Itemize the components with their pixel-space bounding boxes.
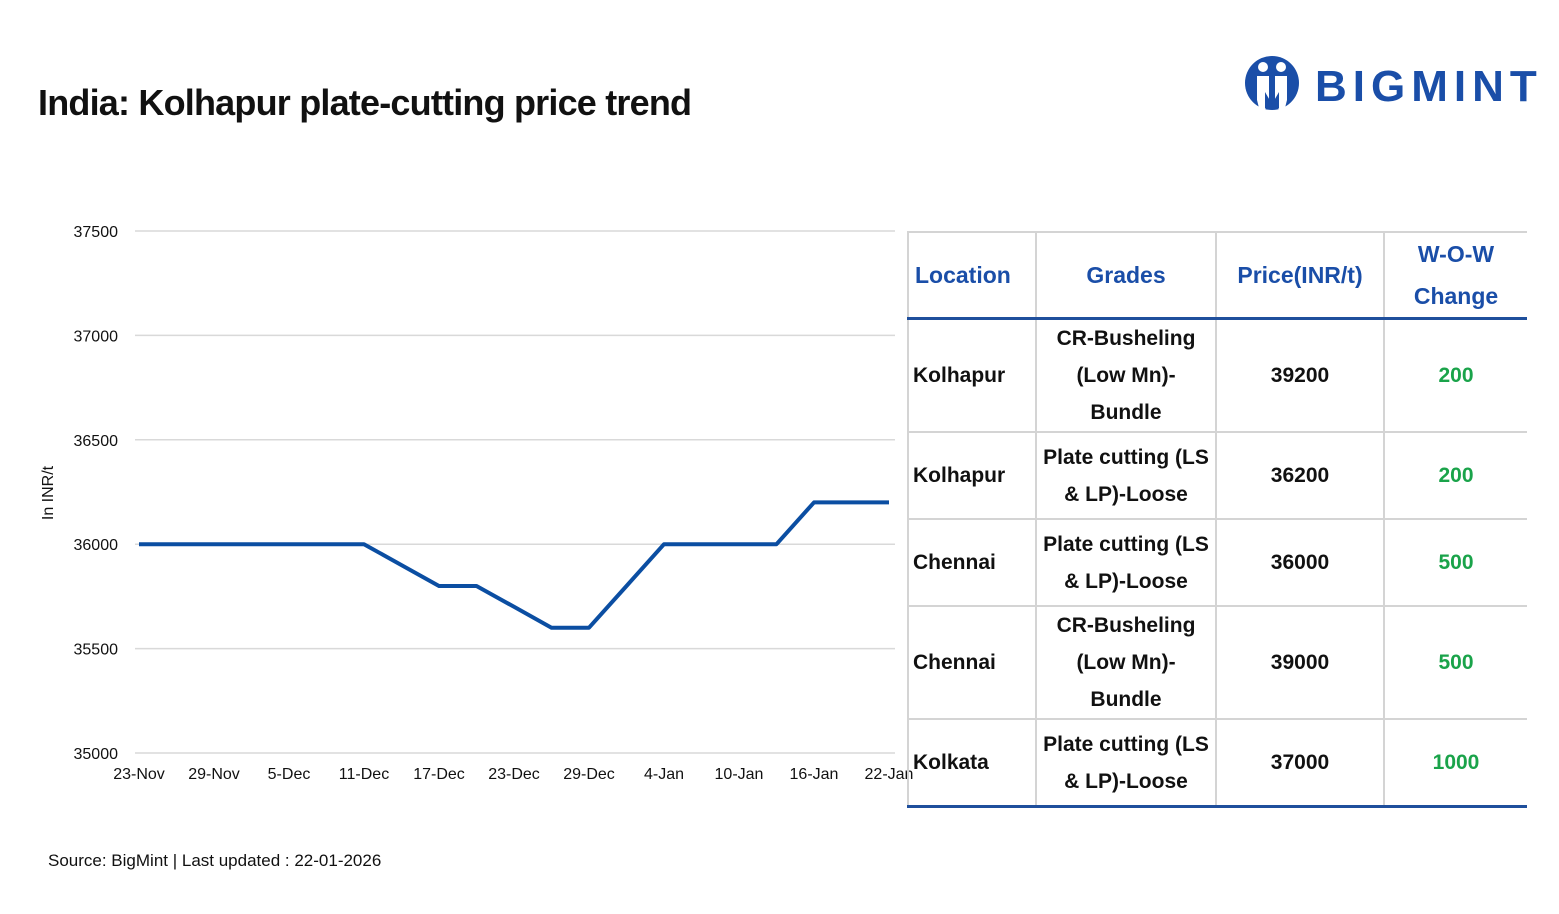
x-axis-ticks: 23-Nov 29-Nov 5-Dec 11-Dec 17-Dec 23-Dec 29-De… [113,766,913,783]
y-tick-label: 37000 [74,328,119,345]
x-tick-label: 5-Dec [268,766,311,783]
cell-change: 200 [1384,432,1527,520]
table-row: Kolhapur CR-Busheling (Low Mn)-Bundle 39… [907,318,1527,433]
x-tick-label: 16-Jan [790,766,839,783]
y-tick-label: 36500 [74,433,119,450]
table-header-row: Location Grades Price(INR/t) W-O-W Chang… [907,231,1527,320]
cell-grade: Plate cutting (LS & LP)-Loose [1036,719,1217,808]
price-trend-chart: 35000 35500 36000 36500 37000 37500 23-Nov 29-… [40,224,913,783]
cell-grade: CR-Busheling (Low Mn)-Bundle [1036,318,1217,433]
bigmint-logo: BIGMINT [1243,52,1543,116]
table-row: Chennai Plate cutting (LS & LP)-Loose 36… [907,519,1527,607]
header-price: Price(INR/t) [1216,231,1385,320]
y-tick-label: 36000 [74,537,119,554]
y-axis-label: In INR/t [40,465,57,520]
cell-price: 39200 [1216,318,1385,433]
header-location: Location [907,231,1037,320]
header-grades: Grades [1036,231,1217,320]
cell-change: 200 [1384,318,1527,433]
x-tick-label: 29-Dec [563,766,615,783]
table-row: Chennai CR-Busheling (Low Mn)-Bundle 390… [907,606,1527,720]
cell-price: 36000 [1216,519,1385,607]
x-tick-label: 23-Nov [113,766,165,783]
x-tick-label: 22-Jan [865,766,914,783]
x-tick-label: 11-Dec [339,766,389,783]
x-tick-label: 10-Jan [715,766,764,783]
table-row: Kolkata Plate cutting (LS & LP)-Loose 37… [907,719,1527,808]
table-row: Kolhapur Plate cutting (LS & LP)-Loose 3… [907,432,1527,520]
cell-change: 500 [1384,519,1527,607]
bigmint-logo-text: BIGMINT [1315,62,1543,111]
x-tick-label: 17-Dec [413,766,465,783]
bigmint-logo-icon [1245,56,1299,112]
x-tick-label: 4-Jan [644,766,684,783]
cell-location: Kolhapur [907,318,1037,433]
cell-location: Chennai [907,606,1037,720]
cell-change: 1000 [1384,719,1527,808]
cell-price: 37000 [1216,719,1385,808]
cell-location: Chennai [907,519,1037,607]
x-tick-label: 29-Nov [188,766,240,783]
price-line-series [139,500,889,630]
y-tick-label: 35500 [74,642,119,659]
header-wow-change: W-O-W Change [1384,231,1527,320]
chart-gridlines [135,230,895,754]
y-tick-label: 37500 [74,224,119,241]
y-tick-label: 35000 [74,746,119,763]
price-table: Location Grades Price(INR/t) W-O-W Chang… [907,231,1527,808]
price-line [139,500,889,630]
cell-location: Kolkata [907,719,1037,808]
cell-grade: Plate cutting (LS & LP)-Loose [1036,432,1217,520]
cell-change: 500 [1384,606,1527,720]
cell-grade: Plate cutting (LS & LP)-Loose [1036,519,1217,607]
chart-title: India: Kolhapur plate-cutting price tren… [38,82,692,123]
cell-location: Kolhapur [907,432,1037,520]
cell-price: 39000 [1216,606,1385,720]
cell-price: 36200 [1216,432,1385,520]
y-axis-ticks: 35000 35500 36000 36500 37000 37500 [74,224,119,763]
cell-grade: CR-Busheling (Low Mn)-Bundle [1036,606,1217,720]
x-tick-label: 23-Dec [488,766,540,783]
source-note: Source: BigMint | Last updated : 22-01-2… [48,851,382,870]
